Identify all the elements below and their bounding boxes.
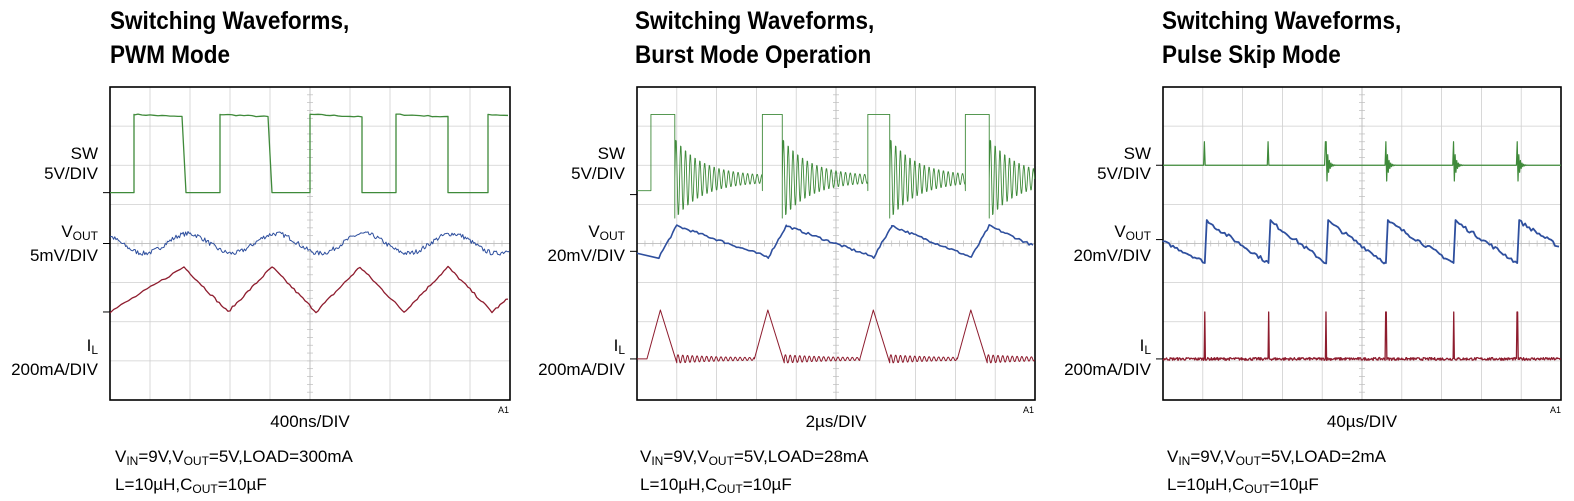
channel-label-il: IL 200mA/DIV: [1064, 336, 1151, 380]
revision-badge: A1: [1023, 405, 1035, 415]
title-line-2: Pulse Skip Mode: [1162, 41, 1341, 69]
panel-title: Switching Waveforms, PWM Mode: [110, 4, 349, 72]
test-conditions: VIN=9V,VOUT=5V,LOAD=300mA L=10µH,COUT=10…: [115, 445, 353, 501]
timebase-label: 40µs/DIV: [1326, 412, 1398, 431]
channel-label-sw: SW 5V/DIV: [44, 144, 98, 184]
panel-pwm: Switching Waveforms, PWM Mode SW 5V/DIV …: [0, 0, 525, 497]
channel-scale: 200mA/DIV: [1064, 360, 1151, 379]
scope-graticule: [1156, 86, 1562, 401]
channel-scale: 5V/DIV: [1097, 164, 1151, 183]
graticule: [109, 86, 511, 401]
revision-badge: A1: [498, 405, 510, 415]
channel-label-sw: SW 5V/DIV: [1097, 144, 1151, 184]
scope-frame: [636, 86, 1036, 401]
revision-badge: A1: [1550, 405, 1562, 415]
channel-scale: 5V/DIV: [44, 164, 98, 183]
channel-name: IL: [86, 336, 98, 357]
scope-graticule: [630, 86, 1036, 401]
channel-scale: 20mV/DIV: [1073, 246, 1151, 265]
timebase-label: 2µs/DIV: [805, 412, 867, 431]
title-line-1: Switching Waveforms,: [635, 7, 875, 35]
channel-name: VOUT: [1114, 222, 1151, 243]
conditions-line-1: VIN=9V,VOUT=5V,LOAD=28mA: [640, 447, 869, 468]
title-line-2: Burst Mode Operation: [635, 41, 872, 69]
il-trace: [109, 265, 509, 314]
channel-label-sw: SW 5V/DIV: [571, 144, 625, 184]
channel-name: SW: [1123, 144, 1151, 163]
sw-trace: [110, 113, 509, 194]
sw-trace: [1163, 141, 1561, 182]
timebase-label: 400ns/DIV: [270, 412, 350, 431]
panel-burst: Switching Waveforms, Burst Mode Operatio…: [525, 0, 1050, 497]
channel-scale: 20mV/DIV: [547, 246, 625, 265]
channel-name: VOUT: [61, 222, 98, 243]
channel-scale: 5V/DIV: [571, 164, 625, 183]
conditions-line-2: L=10µH,COUT=10µF: [1167, 475, 1319, 496]
conditions-line-2: L=10µH,COUT=10µF: [640, 475, 792, 496]
panel-title: Switching Waveforms, Burst Mode Operatio…: [635, 4, 874, 72]
conditions-line-1: VIN=9V,VOUT=5V,LOAD=300mA: [115, 447, 353, 468]
panel-title: Switching Waveforms, Pulse Skip Mode: [1162, 4, 1401, 72]
channel-name: SW: [597, 144, 625, 163]
il-trace: [637, 309, 1035, 364]
channel-label-il: IL 200mA/DIV: [11, 336, 98, 380]
title-line-2: PWM Mode: [110, 41, 230, 69]
channel-name: IL: [613, 336, 625, 357]
vout-trace: [109, 231, 510, 256]
test-conditions: VIN=9V,VOUT=5V,LOAD=2mA L=10µH,COUT=10µF: [1167, 445, 1386, 501]
sw-trace: [637, 113, 1036, 219]
channel-scale: 200mA/DIV: [538, 360, 625, 379]
channel-label-il: IL 200mA/DIV: [538, 336, 625, 380]
channel-name: SW: [70, 144, 98, 163]
scope-graticule: [103, 86, 511, 401]
channel-name: IL: [1139, 336, 1151, 357]
channel-scale: 200mA/DIV: [11, 360, 98, 379]
panel-pulse-skip: Switching Waveforms, Pulse Skip Mode SW …: [1050, 0, 1574, 497]
conditions-line-1: VIN=9V,VOUT=5V,LOAD=2mA: [1167, 447, 1386, 468]
channel-label-vout: VOUT 20mV/DIV: [548, 222, 625, 266]
title-line-1: Switching Waveforms,: [110, 7, 350, 35]
title-line-1: Switching Waveforms,: [1162, 7, 1402, 35]
il-trace: [1162, 311, 1562, 361]
channel-label-vout: VOUT 20mV/DIV: [1074, 222, 1151, 266]
vout-trace: [1162, 219, 1560, 265]
scope-frame: [1162, 86, 1562, 401]
vout-trace: [636, 224, 1034, 260]
test-conditions: VIN=9V,VOUT=5V,LOAD=28mA L=10µH,COUT=10µ…: [640, 445, 868, 501]
channel-scale: 5mV/DIV: [29, 246, 98, 265]
channel-label-vout: VOUT 5mV/DIV: [30, 222, 98, 266]
graticule: [1162, 86, 1562, 401]
channel-name: VOUT: [588, 222, 625, 243]
conditions-line-2: L=10µH,COUT=10µF: [115, 475, 267, 496]
